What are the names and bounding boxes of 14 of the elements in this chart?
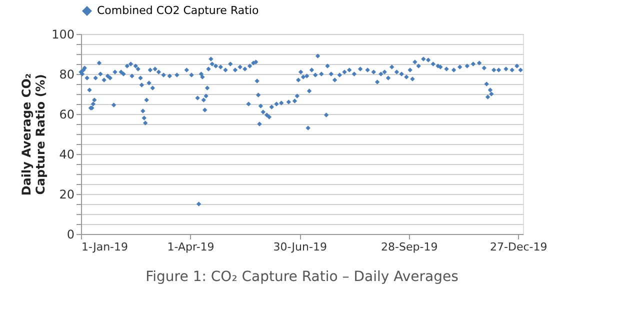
y-tick-label: 100 [52,28,74,42]
x-tick-label: 30-Jun-19 [273,240,327,254]
x-tick-label: 1-Jan-19 [82,240,128,254]
x-tick-label: 27-Dec-19 [490,240,548,254]
x-tick-label: 1-Apr-19 [167,240,214,254]
legend-label: Combined CO2 Capture Ratio [97,4,259,17]
x-tick-label: 28-Sep-19 [381,240,438,254]
y-tick-label: 0 [66,228,74,242]
y-tick-label: 80 [59,68,74,82]
text: Figure 1: CO₂ Capture Ratio – Daily Averages [146,269,458,285]
y-tick-label: 60 [59,108,74,122]
y-tick-label: 40 [59,148,74,162]
y-axis-title: Daily Average CO₂ Capture Ratio (%) [20,73,48,196]
y-tick-label: 20 [59,188,74,202]
